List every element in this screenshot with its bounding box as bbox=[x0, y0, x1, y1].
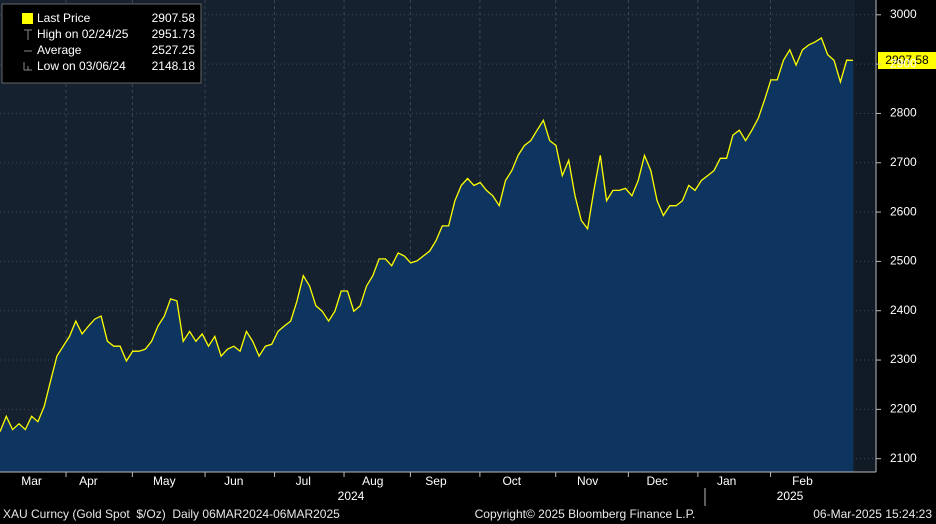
x-tick-label: May bbox=[153, 474, 176, 488]
last-price-tag bbox=[878, 52, 936, 69]
x-tick-label: Mar bbox=[21, 474, 42, 488]
area bbox=[0, 38, 853, 472]
footer-left: XAU Curncy (Gold Spot $/Oz) Daily 06MAR2… bbox=[3, 507, 340, 521]
footer-center: Copyright© 2025 Bloomberg Finance L.P. bbox=[475, 507, 696, 521]
footer-right: 06-Mar-2025 15:24:23 bbox=[813, 507, 932, 521]
legend-icons bbox=[23, 29, 32, 71]
y-tick-label: 2700 bbox=[890, 155, 917, 169]
legend-label: Low on 03/06/24 bbox=[37, 59, 126, 73]
y-tick-label: 2300 bbox=[890, 352, 917, 366]
x-tick-label: Feb bbox=[792, 474, 813, 488]
plot-padding bbox=[855, 0, 876, 472]
x-tick-label: Jul bbox=[296, 474, 311, 488]
x-tick-label: Jun bbox=[224, 474, 243, 488]
price-line bbox=[0, 37, 854, 432]
y-tick-label: 2800 bbox=[890, 106, 917, 120]
year-label: 2025 bbox=[777, 489, 804, 503]
legend-value: 2951.73 bbox=[152, 27, 196, 41]
x-tick-label: Aug bbox=[362, 474, 383, 488]
y-tick-label: 3000 bbox=[890, 7, 917, 21]
legend-label: High on 02/24/25 bbox=[37, 27, 129, 41]
x-tick-label: Jan bbox=[717, 474, 736, 488]
y-tick-label: 2900 bbox=[890, 56, 917, 70]
legend-swatch bbox=[22, 13, 33, 24]
x-tick-label: Apr bbox=[79, 474, 98, 488]
legend-value: 2527.25 bbox=[152, 43, 196, 57]
last-price-label: 2907.58 bbox=[885, 53, 929, 67]
year-label: 2024 bbox=[338, 489, 365, 503]
legend-box bbox=[1, 3, 202, 84]
y-tick-label: 2500 bbox=[890, 254, 917, 268]
x-tick-label: Nov bbox=[577, 474, 598, 488]
legend-value: 2907.58 bbox=[152, 11, 196, 25]
x-tick-label: Dec bbox=[646, 474, 667, 488]
y-tick-label: 2100 bbox=[890, 451, 917, 465]
x-tick-label: Sep bbox=[425, 474, 447, 488]
legend-label: Last Price bbox=[37, 11, 91, 25]
y-tick-label: 2200 bbox=[890, 402, 917, 416]
legend-label: Average bbox=[37, 43, 82, 57]
x-tick-label: Oct bbox=[502, 474, 521, 488]
legend-value: 2148.18 bbox=[152, 59, 196, 73]
y-tick-label: 2600 bbox=[890, 204, 917, 218]
y-tick-label: 2400 bbox=[890, 303, 917, 317]
